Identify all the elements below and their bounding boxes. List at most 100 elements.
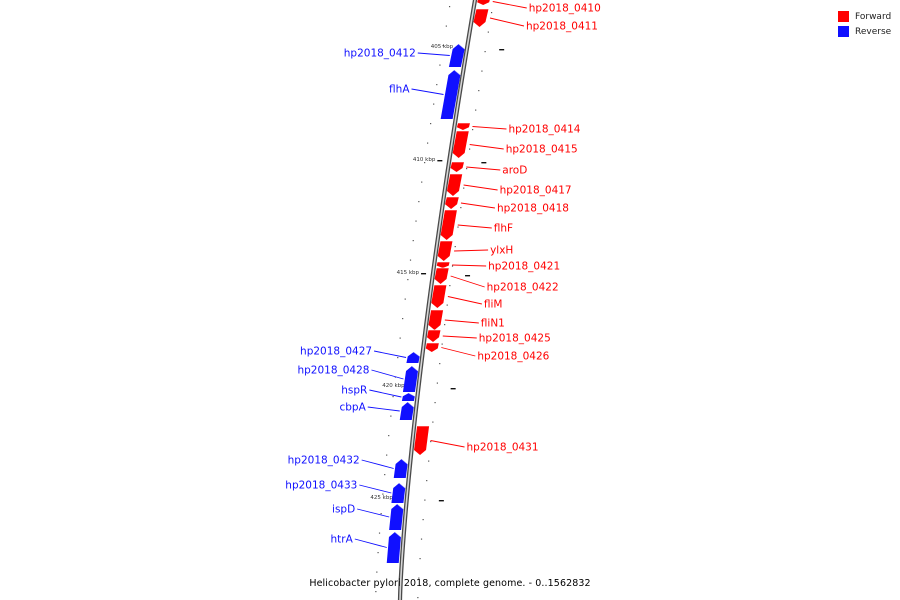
gene-label-cbpA[interactable]: cbpA bbox=[339, 402, 400, 414]
gene-label-hp2018_0412[interactable]: hp2018_0412 bbox=[344, 48, 450, 60]
gene-arrow bbox=[414, 426, 430, 455]
gene-label-aroD[interactable]: aroD bbox=[466, 165, 527, 177]
gene-label-htrA[interactable]: htrA bbox=[331, 534, 387, 548]
minor-tick-left bbox=[388, 435, 390, 437]
scale-tick-label: 425 kbp bbox=[370, 495, 393, 501]
minor-tick-left bbox=[427, 142, 429, 144]
gene-label-hp2018_0421[interactable]: hp2018_0421 bbox=[452, 261, 560, 273]
gene-arrow bbox=[427, 330, 441, 342]
minor-tick-right bbox=[463, 187, 465, 189]
gene-label-fliN1[interactable]: fliN1 bbox=[444, 318, 505, 330]
gene-arrow-highlight bbox=[413, 351, 421, 357]
gene-label-text: hp2018_0412 bbox=[344, 48, 416, 60]
gene-label-text: flhF bbox=[494, 223, 513, 235]
legend-item-reverse[interactable]: Reverse bbox=[838, 24, 891, 39]
minor-tick-left bbox=[418, 201, 420, 203]
gene-label-hp2018_0410[interactable]: hp2018_0410 bbox=[492, 1, 601, 15]
gene-leader-line bbox=[452, 264, 487, 267]
gene-arrow bbox=[406, 352, 420, 363]
minor-tick-right bbox=[417, 597, 419, 599]
gene-hp2018_0421[interactable] bbox=[436, 261, 450, 268]
minor-tick-right bbox=[484, 51, 486, 53]
minor-tick-left bbox=[397, 357, 399, 359]
scale-tick-label: 415 kbp bbox=[397, 270, 420, 276]
gene-arrow-highlight bbox=[401, 458, 408, 465]
gene-label-fliM[interactable]: fliM bbox=[447, 296, 503, 311]
gene-label-text: hp2018_0426 bbox=[477, 351, 549, 363]
gene-leader-line bbox=[447, 296, 482, 305]
gene-arrow bbox=[440, 70, 461, 119]
gene-leader-line bbox=[359, 484, 392, 494]
gene-fliM[interactable] bbox=[431, 284, 447, 308]
gene-hp2018_0427[interactable] bbox=[406, 351, 421, 363]
gene-flhF[interactable] bbox=[440, 209, 457, 240]
minor-tick-left bbox=[448, 6, 451, 8]
minor-tick-right bbox=[487, 31, 489, 33]
minor-tick-right bbox=[428, 460, 430, 462]
gene-hp2018_0433[interactable] bbox=[391, 482, 406, 503]
gene-label-hp2018_0428[interactable]: hp2018_0428 bbox=[297, 365, 404, 380]
gene-fliN1[interactable] bbox=[428, 309, 444, 330]
gene-arrow bbox=[450, 162, 465, 172]
gene-label-hp2018_0431[interactable]: hp2018_0431 bbox=[430, 440, 539, 454]
scale-tick-mark-right bbox=[465, 275, 471, 277]
gene-label-ylxH[interactable]: ylxH bbox=[454, 245, 513, 257]
gene-label-ispD[interactable]: ispD bbox=[332, 504, 390, 518]
gene-hp2018_0431[interactable] bbox=[414, 425, 430, 455]
minor-tick-right bbox=[444, 324, 446, 326]
gene-hp2018_0412[interactable] bbox=[448, 43, 465, 67]
gene-hp2018_0428[interactable] bbox=[402, 365, 419, 392]
gene-label-hp2018_0415[interactable]: hp2018_0415 bbox=[469, 144, 578, 156]
gene-hp2018_0432[interactable] bbox=[393, 458, 408, 478]
gene-label-hp2018_0422[interactable]: hp2018_0422 bbox=[450, 275, 559, 294]
gene-arrow-highlight bbox=[411, 365, 419, 372]
gene-label-hp2018_0414[interactable]: hp2018_0414 bbox=[472, 124, 581, 136]
gene-label-hp2018_0425[interactable]: hp2018_0425 bbox=[442, 333, 551, 345]
minor-tick-right bbox=[446, 304, 448, 306]
gene-arrow-highlight bbox=[408, 392, 416, 397]
gene-hp2018_0411[interactable] bbox=[473, 8, 489, 27]
gene-label-hspR[interactable]: hspR bbox=[341, 385, 402, 398]
map-caption: Helicobacter pylori 2018, complete genom… bbox=[309, 578, 591, 589]
scale-tick-mark-right bbox=[481, 162, 487, 164]
minor-tick-right bbox=[466, 168, 468, 170]
gene-label-hp2018_0433[interactable]: hp2018_0433 bbox=[285, 480, 392, 494]
gene-label-hp2018_0426[interactable]: hp2018_0426 bbox=[441, 347, 550, 363]
scale-tick-mark-right bbox=[438, 500, 444, 502]
gene-hp2018_0422[interactable] bbox=[434, 267, 449, 284]
minor-tick-left bbox=[375, 591, 377, 593]
scale-tick: 410 kbp bbox=[413, 157, 487, 164]
minor-tick-left bbox=[386, 454, 388, 456]
gene-flhA[interactable] bbox=[440, 69, 461, 119]
legend-item-forward[interactable]: Forward bbox=[838, 9, 891, 24]
gene-label-hp2018_0417[interactable]: hp2018_0417 bbox=[463, 185, 572, 197]
gene-hp2018_0410[interactable] bbox=[477, 0, 490, 5]
backbone bbox=[397, 0, 478, 600]
gene-label-flhA[interactable]: flhA bbox=[389, 84, 444, 96]
gene-ylxH[interactable] bbox=[437, 240, 453, 261]
gene-htrA[interactable] bbox=[386, 531, 402, 563]
gene-arrow bbox=[386, 532, 401, 563]
gene-label-hp2018_0418[interactable]: hp2018_0418 bbox=[460, 203, 569, 215]
gene-arrow bbox=[445, 197, 459, 209]
gene-cbpA[interactable] bbox=[399, 401, 415, 420]
backbone-line bbox=[399, 0, 476, 600]
minor-tick-right bbox=[481, 70, 483, 72]
gene-hp2018_0418[interactable] bbox=[445, 196, 459, 209]
gene-arrow bbox=[452, 131, 469, 158]
gene-label-hp2018_0427[interactable]: hp2018_0427 bbox=[300, 346, 407, 358]
gene-hp2018_0414[interactable] bbox=[456, 122, 471, 130]
gene-ispD[interactable] bbox=[389, 503, 404, 530]
minor-tick-right bbox=[475, 109, 477, 111]
gene-hp2018_0425[interactable] bbox=[427, 329, 441, 342]
gene-hspR[interactable] bbox=[401, 392, 416, 401]
gene-aroD[interactable] bbox=[450, 161, 465, 172]
gene-hp2018_0415[interactable] bbox=[452, 130, 469, 158]
gene-label-hp2018_0432[interactable]: hp2018_0432 bbox=[288, 455, 394, 469]
gene-label-hp2018_0411[interactable]: hp2018_0411 bbox=[489, 17, 598, 33]
gene-label-flhF[interactable]: flhF bbox=[457, 223, 513, 235]
gene-hp2018_0426[interactable] bbox=[425, 342, 439, 352]
gene-hp2018_0417[interactable] bbox=[446, 173, 463, 196]
